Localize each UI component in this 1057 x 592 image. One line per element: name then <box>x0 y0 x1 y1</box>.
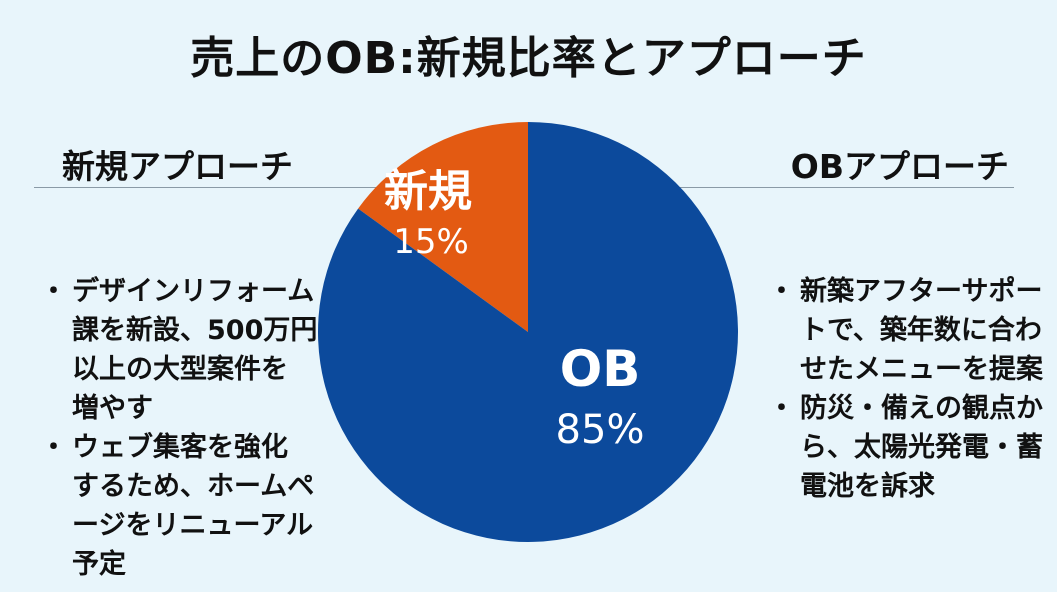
page-title: 売上のOB:新規比率とアプローチ <box>190 33 867 84</box>
ob-approach-heading: OBアプローチ <box>790 147 1009 186</box>
pie-value-ob: 85% <box>556 407 645 453</box>
new-approach-heading: 新規アプローチ <box>62 147 293 186</box>
pie-svg: 新規 15% OB 85% <box>318 122 738 542</box>
ob-approach-item-2: 防災・備えの観点か ら、太陽光発電・蓄 電池を訴求 <box>764 389 1044 506</box>
ratio-pie-chart: 新規 15% OB 85% <box>318 118 738 546</box>
ob-approach-item-1: 新築アフターサポー トで、築年数に合わ せたメニューを提案 <box>764 272 1044 389</box>
pie-value-new: 15% <box>393 222 469 262</box>
pie-slice-new <box>358 122 528 332</box>
new-approach-divider <box>34 187 376 188</box>
new-approach-list: デザインリフォーム 課を新設、500万円 以上の大型案件を 増やす ウェブ集客を… <box>36 272 336 584</box>
pie-slice-ob <box>318 122 738 542</box>
pie-label-ob: OB <box>560 340 641 398</box>
new-approach-item-2: ウェブ集客を強化 するため、ホームペ ージをリニューアル 予定 <box>36 428 336 584</box>
pie-label-new: 新規 <box>384 166 472 217</box>
ob-approach-divider <box>657 187 1014 188</box>
ob-approach-list: 新築アフターサポー トで、築年数に合わ せたメニューを提案 防災・備えの観点か … <box>764 272 1044 506</box>
new-approach-item-1: デザインリフォーム 課を新設、500万円 以上の大型案件を 増やす <box>36 272 336 428</box>
